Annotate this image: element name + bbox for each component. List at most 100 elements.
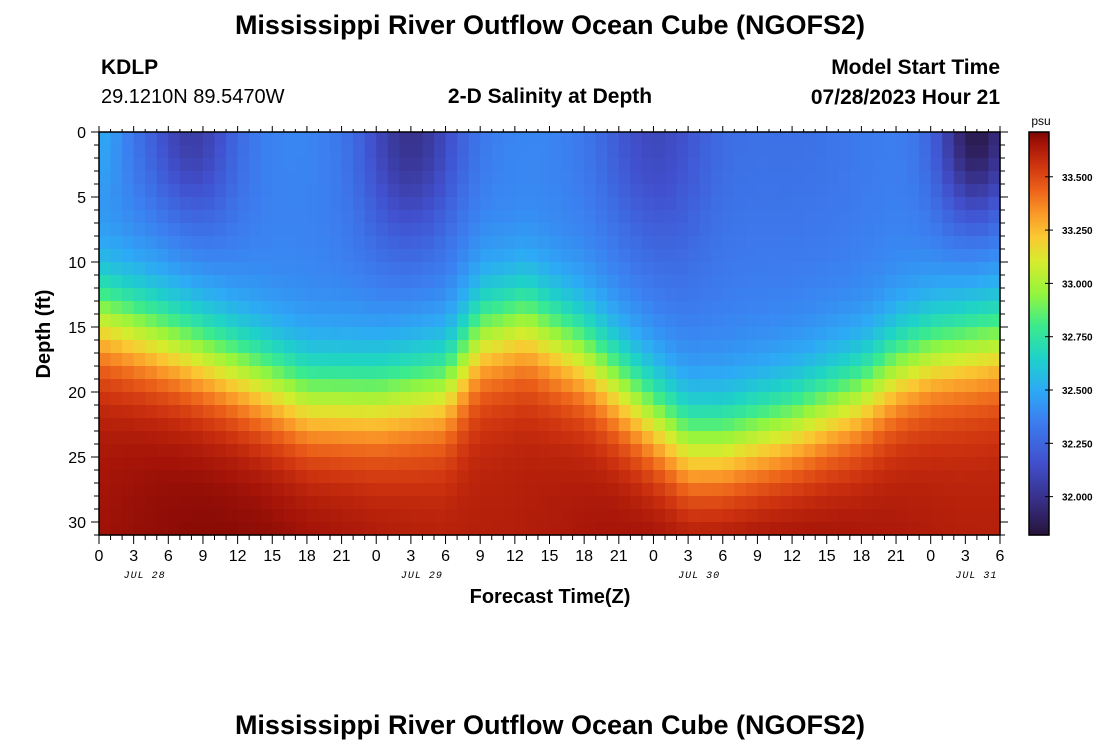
heatmap-cell <box>526 236 539 250</box>
colorbar-segment <box>1029 212 1049 216</box>
heatmap-cell <box>272 288 285 302</box>
heatmap-cell <box>953 288 966 302</box>
heatmap-cell <box>757 327 770 341</box>
colorbar-segment <box>1029 450 1049 453</box>
heatmap-cell <box>537 405 551 419</box>
heatmap-cell <box>433 301 447 315</box>
heatmap-cell <box>295 171 308 185</box>
heatmap-cell <box>214 314 227 328</box>
colorbar-segment <box>1029 418 1049 421</box>
heatmap-cell <box>295 145 308 159</box>
heatmap-cell <box>711 496 724 510</box>
heatmap-cell <box>468 158 481 172</box>
heatmap-cell <box>526 223 539 237</box>
heatmap-cell <box>491 236 504 250</box>
heatmap-cell <box>145 145 158 159</box>
heatmap-cell <box>99 275 112 289</box>
heatmap-cell <box>976 457 990 471</box>
heatmap-cell <box>168 184 181 198</box>
heatmap-cell <box>410 405 424 419</box>
heatmap-cell <box>722 132 735 146</box>
heatmap-cell <box>364 522 377 536</box>
heatmap-cell <box>145 483 158 497</box>
colorbar-segment <box>1029 365 1049 369</box>
heatmap-cell <box>872 392 886 406</box>
heatmap-cell <box>884 210 897 224</box>
heatmap-cell <box>572 405 585 419</box>
x-tick-label: 6 <box>996 548 1005 565</box>
heatmap-cell <box>907 210 920 224</box>
colorbar-segment <box>1029 214 1049 218</box>
heatmap-cell <box>688 509 701 523</box>
heatmap-cell <box>653 288 666 302</box>
heatmap-cell <box>688 392 701 406</box>
heatmap-cell <box>630 275 643 289</box>
heatmap-cell <box>387 418 400 432</box>
heatmap-cell <box>849 132 862 146</box>
heatmap-cell <box>803 327 816 341</box>
heatmap-cell <box>618 405 631 419</box>
heatmap-cell <box>179 444 193 458</box>
heatmap-cell <box>872 132 886 146</box>
heatmap-cell <box>699 301 712 315</box>
heatmap-cell <box>364 340 377 354</box>
heatmap-cell <box>445 236 458 250</box>
heatmap-cell <box>861 418 874 432</box>
heatmap-cell <box>780 522 793 536</box>
heatmap-cell <box>896 236 909 250</box>
heatmap-cell <box>641 223 655 237</box>
heatmap-cell <box>410 288 424 302</box>
colorbar-segment <box>1029 530 1049 534</box>
heatmap-cell <box>226 418 239 432</box>
heatmap-cell <box>145 288 158 302</box>
heatmap-cell <box>272 379 285 393</box>
heatmap-cell <box>584 275 597 289</box>
heatmap-cell <box>480 171 493 185</box>
heatmap-cell <box>584 366 597 380</box>
heatmap-cell <box>930 171 943 185</box>
heatmap-cell <box>318 483 331 497</box>
heatmap-cell <box>607 405 620 419</box>
heatmap-cell <box>272 353 285 367</box>
heatmap-cell <box>433 145 447 159</box>
heatmap-cell <box>364 301 377 315</box>
heatmap-cell <box>618 327 631 341</box>
colorbar-segment <box>1029 377 1049 381</box>
heatmap-cell <box>376 379 389 393</box>
heatmap-cell <box>457 392 470 406</box>
heatmap-cell <box>872 249 886 263</box>
heatmap-cell <box>260 197 273 211</box>
heatmap-cell <box>399 236 412 250</box>
heatmap-cell <box>376 236 389 250</box>
heatmap-cell <box>491 457 504 471</box>
heatmap-cell <box>422 431 435 445</box>
heatmap-cell <box>272 405 285 419</box>
heatmap-cell <box>283 236 296 250</box>
heatmap-cell <box>526 288 539 302</box>
x-tick-label: 0 <box>649 548 658 565</box>
heatmap-cell <box>330 444 343 458</box>
heatmap-cell <box>572 470 585 484</box>
heatmap-cell <box>468 288 481 302</box>
heatmap-cell <box>156 509 169 523</box>
heatmap-cell <box>237 132 250 146</box>
heatmap-cell <box>353 223 366 237</box>
heatmap-cell <box>849 171 862 185</box>
heatmap-cell <box>156 223 169 237</box>
heatmap-cell <box>641 327 655 341</box>
heatmap-cell <box>757 379 770 393</box>
heatmap-cell <box>607 314 620 328</box>
colorbar-segment <box>1029 526 1049 530</box>
heatmap-cell <box>896 314 909 328</box>
colorbar-unit-label: psu <box>1031 114 1050 128</box>
heatmap-cell <box>306 379 320 393</box>
heatmap-cell <box>838 158 851 172</box>
heatmap-cell <box>399 366 412 380</box>
colorbar-segment <box>1029 273 1049 276</box>
heatmap-cell <box>260 366 273 380</box>
heatmap-cell <box>191 145 204 159</box>
heatmap-cell <box>110 184 123 198</box>
heatmap-cell <box>815 171 828 185</box>
heatmap-cell <box>410 353 424 367</box>
heatmap-cell <box>226 197 239 211</box>
